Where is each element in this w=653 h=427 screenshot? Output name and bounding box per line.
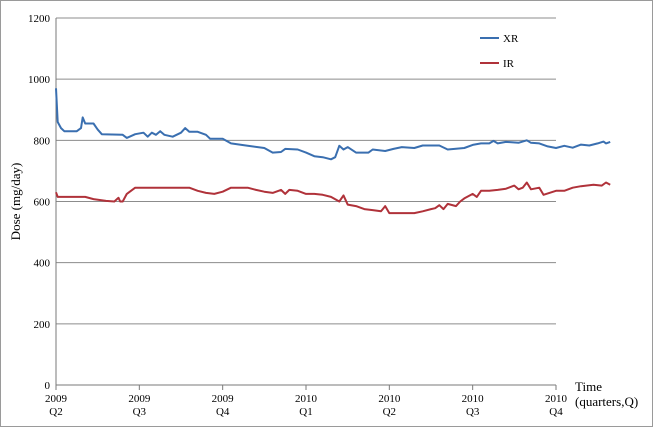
x-axis-title-line1: Time — [575, 379, 602, 394]
x-tick-year: 2009 — [45, 393, 68, 405]
x-tick-year: 2009 — [128, 393, 151, 405]
series-line-xr — [55, 88, 611, 161]
x-tick-quarter: Q2 — [383, 406, 396, 418]
x-tick-year: 2010 — [378, 393, 401, 405]
y-axis-title: Dose (mg/day) — [8, 163, 23, 241]
x-tick-quarter: Q4 — [216, 406, 230, 418]
y-tick-label: 200 — [34, 319, 51, 331]
y-tick-label: 1200 — [28, 13, 51, 25]
x-axis-title-line2: (quarters,Q) — [575, 394, 638, 409]
x-tick-year: 2009 — [212, 393, 235, 405]
legend-label-ir: IR — [503, 58, 515, 70]
legend-label-xr: XR — [503, 33, 519, 45]
y-tick-label: 800 — [34, 135, 51, 147]
x-tick-quarter: Q1 — [299, 406, 312, 418]
x-tick-quarter: Q4 — [549, 406, 563, 418]
x-tick-quarter: Q3 — [466, 406, 480, 418]
x-tick-year: 2010 — [462, 393, 485, 405]
y-tick-label: 0 — [45, 380, 51, 392]
y-tick-label: 1000 — [28, 74, 51, 86]
y-tick-label: 600 — [34, 197, 51, 209]
x-tick-quarter: Q2 — [49, 406, 62, 418]
x-tick-year: 2010 — [545, 393, 568, 405]
series-line-ir — [55, 181, 611, 215]
y-tick-label: 400 — [34, 258, 51, 270]
x-tick-quarter: Q3 — [133, 406, 147, 418]
x-tick-year: 2010 — [295, 393, 318, 405]
